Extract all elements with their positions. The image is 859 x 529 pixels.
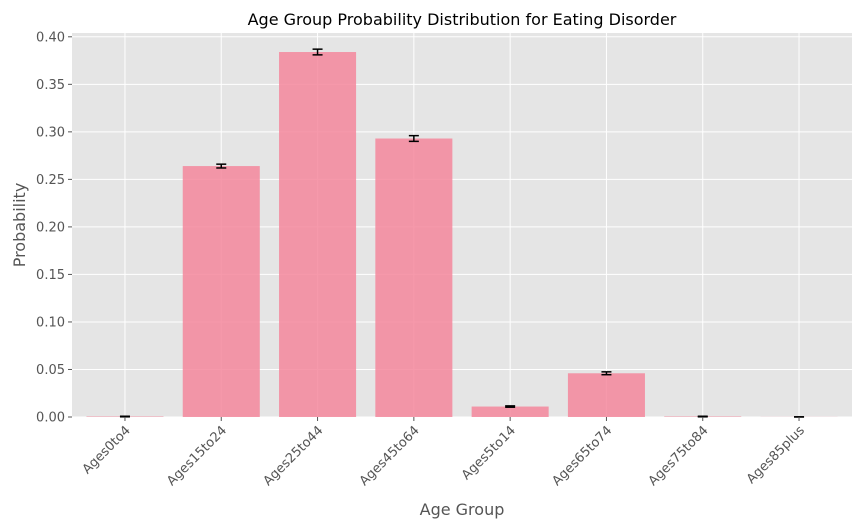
error-bar-Ages0to4 [119,415,130,418]
y-tick-label: 0.05 [36,363,65,378]
x-tick-label: Ages65to74 [549,423,615,489]
error-bar-Ages15to24 [216,163,227,169]
y-tick-label: 0.10 [36,315,65,330]
chart-title: Age Group Probability Distribution for E… [248,10,677,29]
x-tick-label: Ages15to24 [164,423,230,489]
bar-Ages65to74 [567,373,645,417]
error-bar-Ages75to84 [697,415,708,418]
x-tick-label: Ages75to84 [646,423,712,489]
error-bar-Ages65to74 [601,371,612,376]
error-bar-Ages25to44 [312,48,323,56]
bars [86,52,838,418]
x-tick-label: Ages5to14 [459,423,519,483]
bar-Ages15to24 [182,166,260,417]
error-bar-Ages5to14 [505,405,516,408]
x-tick-label: Ages45to64 [357,423,423,489]
y-tick-label: 0.20 [36,220,65,235]
y-axis-label: Probability [10,183,29,268]
y-tick-label: 0.25 [36,173,65,188]
y-tick-label: 0.00 [36,411,65,426]
x-tick-label: Ages0to4 [80,423,134,477]
x-axis-label: Age Group [420,500,505,519]
y-tick-label: 0.40 [36,30,65,45]
y-tick-label: 0.30 [36,125,65,140]
error-bar-Ages45to64 [408,134,419,143]
bar-Ages5to14 [471,406,549,417]
y-axis-ticks: 0.00 0.05 0.10 0.15 0.20 0.25 0.30 0.35 0.40 [36,30,72,426]
y-tick-label: 0.15 [36,268,65,283]
y-tick-label: 0.35 [36,78,65,93]
x-axis-ticks: Ages0to4 Ages15to24 Ages25to44 Ages45to64 Ag… [80,417,808,489]
error-bars [119,48,805,418]
x-tick-label: Ages25to44 [261,423,327,489]
x-tick-label: Ages85plus [744,423,808,487]
bar-Ages25to44 [279,52,357,418]
bar-Ages45to64 [375,138,453,417]
